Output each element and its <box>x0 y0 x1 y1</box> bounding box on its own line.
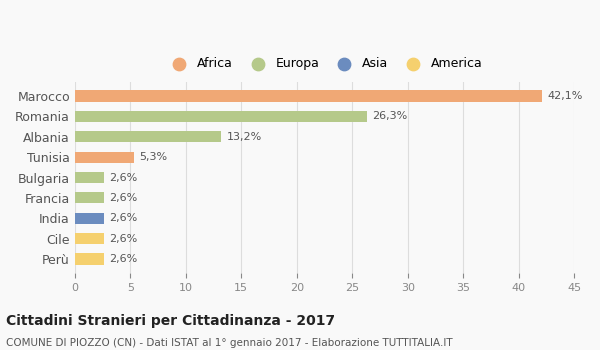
Text: 2,6%: 2,6% <box>109 193 137 203</box>
Text: 26,3%: 26,3% <box>373 111 407 121</box>
Text: COMUNE DI PIOZZO (CN) - Dati ISTAT al 1° gennaio 2017 - Elaborazione TUTTITALIA.: COMUNE DI PIOZZO (CN) - Dati ISTAT al 1°… <box>6 338 452 349</box>
Bar <box>75 213 104 224</box>
Bar <box>75 152 134 163</box>
Bar <box>75 172 104 183</box>
Bar <box>75 233 104 244</box>
Text: 13,2%: 13,2% <box>227 132 262 142</box>
Text: 2,6%: 2,6% <box>109 213 137 223</box>
Text: 2,6%: 2,6% <box>109 254 137 264</box>
Legend: Africa, Europa, Asia, America: Africa, Europa, Asia, America <box>163 54 486 74</box>
Bar <box>75 111 367 122</box>
Text: 42,1%: 42,1% <box>548 91 583 101</box>
Text: 5,3%: 5,3% <box>139 152 167 162</box>
Bar <box>75 192 104 203</box>
Bar <box>75 131 221 142</box>
Bar <box>75 253 104 265</box>
Bar <box>75 90 542 101</box>
Text: 2,6%: 2,6% <box>109 233 137 244</box>
Text: 2,6%: 2,6% <box>109 173 137 182</box>
Text: Cittadini Stranieri per Cittadinanza - 2017: Cittadini Stranieri per Cittadinanza - 2… <box>6 315 335 329</box>
